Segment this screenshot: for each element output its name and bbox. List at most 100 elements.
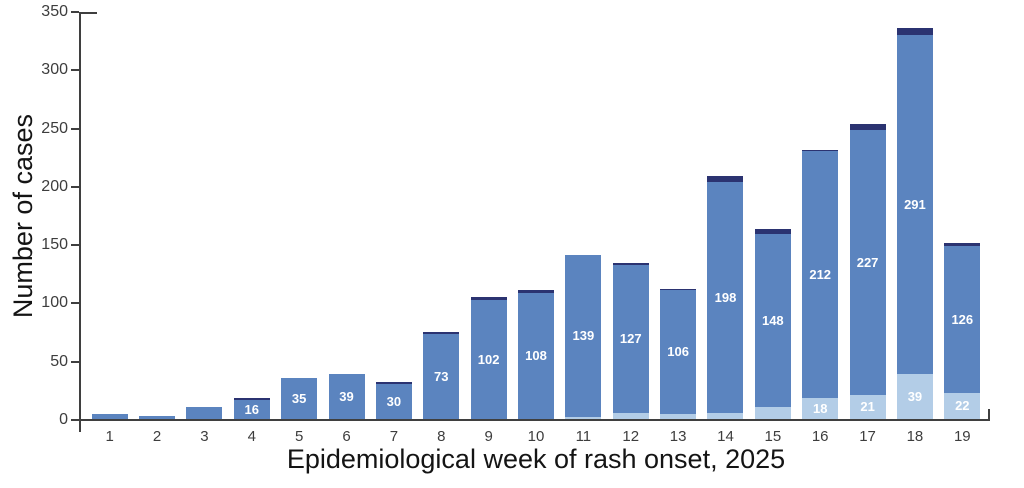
bar-value-label: 148: [761, 312, 784, 328]
light-blue-bottom-segment: [896, 374, 933, 419]
x-tick-label: 7: [389, 428, 399, 445]
dark-navy-top-segment: [754, 229, 791, 234]
y-tick-label: 200: [41, 177, 68, 195]
bar-value-label: 126: [951, 311, 974, 327]
bar-week-6: 39: [328, 374, 365, 419]
medium-blue-middle-segment: [802, 151, 839, 398]
x-tick-label: 17: [859, 428, 876, 445]
bar-value-label: 21: [860, 399, 875, 414]
x-tick-label: 1: [105, 428, 114, 445]
light-blue-bottom-segment: [707, 413, 744, 419]
bar-value-label: 108: [525, 348, 547, 363]
bar-value-label: 73: [434, 368, 449, 384]
bar-value-label: 16: [244, 401, 260, 417]
medium-blue-middle-segment: [896, 35, 933, 374]
light-blue-bottom-segment: [944, 393, 981, 419]
light-blue-bottom-segment: [612, 413, 649, 419]
y-axis-title-text: Number of cases: [7, 113, 38, 319]
bar-value-label: 291: [904, 196, 926, 212]
bar-value-label: 22: [955, 398, 970, 413]
bar-value-label: 30: [386, 393, 402, 409]
x-tick-label: 5: [294, 428, 304, 445]
medium-blue-middle-segment: [565, 255, 602, 417]
medium-blue-middle-segment: [423, 334, 460, 419]
medium-blue-middle-segment: [186, 407, 223, 419]
light-blue-bottom-segment: [565, 417, 602, 419]
light-blue-bottom-segment: [802, 398, 839, 419]
bar-week-9: 102: [470, 297, 507, 419]
x-tick-label: 12: [622, 428, 640, 445]
medium-blue-middle-segment: [849, 130, 886, 395]
y-axis-tick: [71, 69, 79, 72]
bar-week-11: 139: [565, 255, 602, 419]
y-axis-tick: [71, 302, 79, 305]
bar-value-label: 139: [572, 328, 595, 343]
medium-blue-middle-segment: [612, 265, 649, 413]
bar-week-5: 35: [281, 378, 318, 419]
x-tick-label: 6: [342, 428, 351, 445]
y-tick-label: 250: [41, 119, 68, 137]
bar-week-2: [139, 416, 176, 419]
dark-navy-top-segment: [518, 290, 554, 293]
bar-value-label: 39: [339, 388, 354, 404]
x-tick-label: 9: [484, 428, 493, 445]
y-axis-tick: [71, 360, 79, 363]
medium-blue-middle-segment: [518, 293, 554, 419]
medium-blue-middle-segment: [233, 400, 270, 419]
y-axis-title: Number of cases: [0, 12, 46, 420]
dark-navy-top-segment: [423, 332, 460, 334]
y-axis-tick: [71, 419, 79, 421]
dark-navy-top-segment: [896, 28, 933, 35]
y-tick-label: 300: [41, 61, 68, 79]
dark-navy-top-segment: [707, 176, 744, 182]
y-axis-tick: [71, 185, 79, 188]
dark-navy-top-segment: [849, 124, 886, 130]
x-axis-right-cap: [988, 409, 990, 421]
y-tick-label: 0: [59, 411, 68, 428]
x-tick-label: 2: [152, 428, 162, 445]
x-axis-title: Epidemiological week of rash onset, 2025: [286, 444, 786, 474]
x-tick-label: 16: [811, 428, 829, 445]
bar-value-label: 18: [812, 400, 828, 416]
bar-week-17: 21 227: [849, 124, 886, 419]
bar-value-label: 198: [714, 289, 737, 305]
dark-navy-top-segment: [612, 263, 649, 265]
bar-week-8: 73: [423, 332, 460, 419]
y-axis-line: [79, 12, 81, 432]
medium-blue-middle-segment: [470, 300, 507, 419]
x-tick-label: 4: [247, 428, 256, 445]
bar-week-16: 18 212: [802, 150, 839, 419]
light-blue-bottom-segment: [660, 414, 697, 419]
y-tick-label: 150: [41, 236, 68, 254]
dark-navy-top-segment: [660, 289, 697, 290]
medium-blue-middle-segment: [139, 416, 176, 419]
dark-navy-top-segment: [233, 398, 270, 400]
x-tick-label: 13: [669, 428, 687, 445]
bar-week-14: 198: [707, 176, 744, 419]
medium-blue-middle-segment: [91, 414, 128, 419]
bar-value-label: 106: [667, 344, 689, 359]
medium-blue-middle-segment: [754, 234, 791, 407]
x-tick-label: 15: [764, 428, 782, 445]
x-axis-line: [71, 419, 990, 421]
bar-week-10: 108: [518, 290, 554, 419]
bar-week-4: 16: [233, 398, 270, 419]
x-tick-label: 10: [527, 428, 545, 445]
dark-navy-top-segment: [375, 382, 412, 384]
x-tick-label: 14: [717, 428, 734, 445]
y-axis-top-cap: [79, 12, 97, 14]
x-tick-label: 3: [200, 428, 209, 445]
medium-blue-middle-segment: [660, 290, 697, 414]
dark-navy-top-segment: [944, 243, 981, 246]
y-tick-label: 350: [41, 3, 68, 20]
bar-value-label: 227: [856, 254, 879, 270]
bar-value-label: 127: [619, 331, 642, 346]
dark-navy-top-segment: [470, 297, 507, 300]
light-blue-bottom-segment: [849, 395, 886, 419]
bar-week-18: 39 291: [896, 27, 933, 419]
bar-value-label: 212: [809, 266, 832, 282]
bar-value-label: 39: [907, 388, 923, 404]
y-tick-label: 50: [50, 352, 68, 370]
bar-week-15: 148: [754, 229, 791, 419]
